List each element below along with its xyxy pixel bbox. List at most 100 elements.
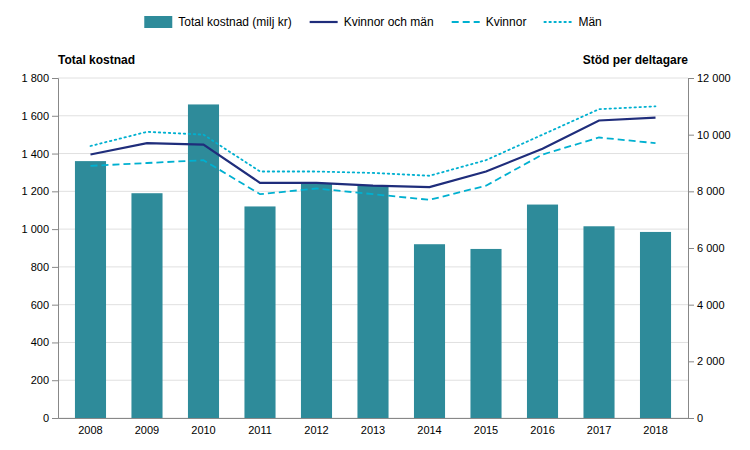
tick-label: 2010 — [191, 424, 215, 436]
legend-item: Total kostnad (milj kr) — [144, 15, 291, 29]
legend-label: Män — [578, 15, 601, 29]
tick-label: 1 200 — [21, 185, 49, 197]
tick-label: 2016 — [530, 424, 554, 436]
tick-mark — [52, 191, 58, 192]
tick-label: 0 — [697, 412, 703, 424]
line — [90, 138, 655, 200]
tick-mark — [52, 342, 58, 343]
tick-label: 2008 — [78, 424, 102, 436]
tick-label: 2014 — [417, 424, 441, 436]
tick: 2017 — [587, 424, 611, 436]
tick-mark — [688, 78, 694, 79]
tick-label: 4 000 — [697, 299, 725, 311]
tick-label: 8 000 — [697, 185, 725, 197]
tick-mark — [688, 418, 694, 419]
tick-mark — [52, 418, 58, 419]
y2-axis-label: Stöd per deltagare — [583, 53, 689, 67]
tick: 1 400 — [21, 148, 58, 160]
chart: 02004006008001 0001 2001 4001 6001 80002… — [0, 0, 750, 450]
tick: 2008 — [78, 424, 102, 436]
bar — [414, 244, 445, 418]
tick-mark — [688, 305, 694, 306]
grid — [58, 78, 688, 418]
tick-label: 1 000 — [21, 223, 49, 235]
tick: 2015 — [474, 424, 498, 436]
bar — [583, 226, 614, 418]
tick: 800 — [31, 261, 58, 273]
grid-line — [58, 153, 688, 154]
tick: 600 — [31, 299, 58, 311]
tick-mark — [52, 305, 58, 306]
legend-swatch — [544, 21, 572, 23]
tick-mark — [52, 380, 58, 381]
tick-label: 1 400 — [21, 148, 49, 160]
tick: 0 — [43, 412, 58, 424]
tick: 2013 — [361, 424, 385, 436]
bar — [75, 161, 106, 418]
tick-label: 2015 — [474, 424, 498, 436]
tick: 1 200 — [21, 185, 58, 197]
tick-label: 800 — [31, 261, 49, 273]
tick: 2012 — [304, 424, 328, 436]
bar — [527, 205, 558, 418]
tick-label: 400 — [31, 336, 49, 348]
legend-item: Män — [544, 15, 601, 29]
grid-line — [58, 78, 688, 79]
tick-mark — [52, 154, 58, 155]
y-axis-label: Total kostnad — [58, 53, 135, 67]
legend: Total kostnad (milj kr) Kvinnor och män Kv… — [144, 15, 601, 29]
legend-item: Kvinnor — [452, 15, 527, 29]
tick-mark — [52, 78, 58, 79]
legend-swatch — [452, 21, 480, 23]
tick-label: 600 — [31, 299, 49, 311]
tick-mark — [52, 229, 58, 230]
x-axis: 2008 2009 2010 2011 2012 2013 2014 2015 2016 2017… — [59, 419, 689, 436]
bar — [357, 186, 388, 418]
tick: 2009 — [135, 424, 159, 436]
tick-label: 0 — [43, 412, 49, 424]
bar — [244, 206, 275, 418]
tick: 2014 — [417, 424, 441, 436]
tick: 1 000 — [21, 223, 58, 235]
grid-line — [58, 115, 688, 116]
tick-mark — [688, 191, 694, 192]
legend-swatch — [310, 21, 338, 23]
tick: 2016 — [530, 424, 554, 436]
tick-label: 1 800 — [21, 72, 49, 84]
legend-label: Kvinnor och män — [344, 15, 434, 29]
tick: 4 000 — [688, 299, 725, 311]
legend-label: Kvinnor — [486, 15, 527, 29]
tick: 6 000 — [688, 242, 725, 254]
tick-label: 2 000 — [697, 355, 725, 367]
line — [90, 106, 655, 175]
tick-mark — [52, 267, 58, 268]
tick: 8 000 — [688, 185, 725, 197]
tick-label: 12 000 — [697, 72, 731, 84]
tick: 2011 — [248, 424, 272, 436]
y2-axis: 0 2 000 4 000 6 000 8 000 10 000 12 000 — [688, 72, 731, 424]
tick-label: 200 — [31, 374, 49, 386]
tick-label: 6 000 — [697, 242, 725, 254]
bar — [470, 249, 501, 418]
line — [90, 118, 655, 187]
tick: 2010 — [191, 424, 215, 436]
tick: 2018 — [643, 424, 667, 436]
tick-mark — [688, 361, 694, 362]
tick-label: 10 000 — [697, 129, 731, 141]
bar — [301, 184, 332, 418]
axis-line — [52, 79, 59, 419]
tick-mark — [52, 116, 58, 117]
axis-line — [689, 79, 695, 419]
tick-label: 2009 — [135, 424, 159, 436]
plot-area: 02004006008001 0001 2001 4001 6001 80002… — [21, 72, 730, 436]
tick: 10 000 — [688, 129, 731, 141]
legend-swatch — [144, 16, 172, 28]
tick-mark — [688, 135, 694, 136]
bar — [640, 232, 671, 418]
tick: 2 000 — [688, 355, 725, 367]
tick-mark — [688, 248, 694, 249]
legend-label: Total kostnad (milj kr) — [178, 15, 291, 29]
tick-label: 1 600 — [21, 110, 49, 122]
tick-label: 2011 — [248, 424, 272, 436]
tick: 12 000 — [688, 72, 731, 84]
